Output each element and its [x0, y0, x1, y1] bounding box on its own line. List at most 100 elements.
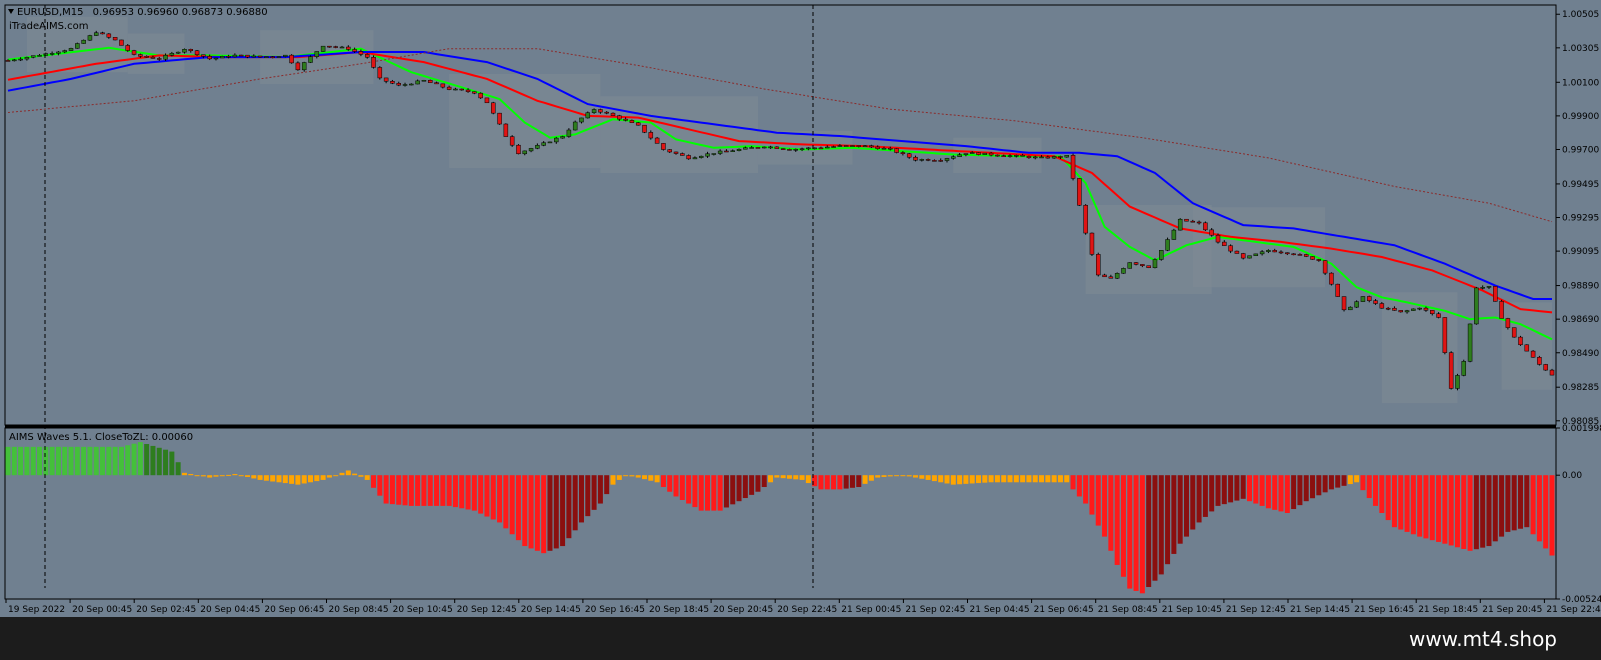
histogram-bar — [1209, 475, 1215, 512]
histogram-bar — [1335, 475, 1341, 488]
candle-body — [339, 46, 345, 49]
candle-body — [478, 92, 483, 99]
candle-body — [585, 112, 591, 119]
histogram-bar — [263, 475, 269, 481]
candle-body — [1083, 204, 1088, 234]
candle-body — [125, 45, 130, 51]
candle-body — [1392, 307, 1397, 311]
candle-body — [119, 39, 124, 46]
histogram-bar — [1536, 475, 1542, 542]
histogram-bar — [49, 446, 55, 476]
candle-body — [1335, 283, 1340, 297]
histogram-bar — [925, 475, 931, 480]
histogram-bar — [106, 446, 112, 476]
histogram-bar — [1284, 475, 1290, 513]
chart-canvas[interactable]: 1.00505 1.00305 1.00100 0.99900 0.99700 0.994… — [0, 0, 1601, 617]
histogram-bar — [1429, 475, 1435, 541]
histogram-bar — [1505, 475, 1511, 532]
candle-body — [686, 155, 691, 160]
time-tick-label: 20 Sep 06:45 — [264, 605, 324, 615]
histogram-bar — [465, 475, 471, 510]
histogram-bar — [30, 446, 36, 476]
candle-body — [371, 56, 376, 68]
candle-body — [1285, 252, 1290, 255]
triangle-menu-icon[interactable] — [8, 9, 14, 14]
candle-body — [226, 56, 231, 58]
time-tick-label: 20 Sep 02:45 — [136, 605, 196, 615]
histogram-bar — [1366, 475, 1372, 499]
histogram-bar — [541, 475, 547, 554]
candle-body — [213, 57, 219, 60]
indicator-tick-label: 0.00 — [1562, 471, 1582, 481]
histogram-bar — [377, 475, 383, 496]
histogram-bar — [887, 475, 893, 477]
session-box — [1192, 207, 1326, 288]
candle-body — [1007, 155, 1013, 157]
histogram-bar — [1259, 475, 1265, 506]
candle-body — [106, 33, 112, 38]
histogram-bar — [1524, 475, 1530, 528]
histogram-bar — [1095, 475, 1101, 526]
histogram-bar — [497, 475, 503, 523]
candle-body — [1058, 156, 1063, 158]
candle-body — [358, 51, 364, 55]
candle-body — [472, 91, 477, 94]
time-tick-label: 20 Sep 14:45 — [521, 605, 581, 615]
histogram-bar — [1001, 475, 1007, 483]
candle-body — [1032, 156, 1038, 159]
candle-body — [862, 145, 868, 147]
watermark-label: iTradeAIMS.com — [9, 21, 88, 32]
time-axis: 19 Sep 2022 20 Sep 00:45 20 Sep 02:45 20 Se… — [5, 599, 1601, 615]
histogram-bar — [698, 475, 704, 511]
histogram-bar — [849, 475, 855, 488]
histogram-bar — [226, 474, 232, 476]
candle-body — [1543, 364, 1548, 371]
candle-body — [327, 45, 332, 48]
histogram-bar — [62, 446, 68, 476]
histogram-bar — [623, 475, 629, 477]
candle-body — [951, 156, 956, 159]
histogram-bar — [1183, 475, 1189, 537]
histogram-bar — [805, 475, 811, 484]
candle-body — [724, 150, 729, 153]
candle-body — [352, 49, 357, 52]
histogram-bar — [560, 475, 566, 547]
histogram-bar — [459, 475, 465, 509]
candle-body — [768, 146, 773, 149]
histogram-bar — [1196, 475, 1202, 523]
histogram-bar — [730, 475, 736, 505]
histogram-bar — [125, 445, 131, 476]
price-panel-frame — [4, 4, 1557, 426]
histogram — [5, 442, 1555, 594]
candle-body — [1360, 296, 1366, 302]
candle-body — [1373, 300, 1378, 304]
histogram-bar — [289, 475, 295, 484]
histogram-bar — [824, 475, 830, 490]
histogram-bar — [1410, 475, 1416, 535]
candle-body — [1234, 250, 1240, 254]
candle-body — [1461, 361, 1467, 376]
candle-body — [610, 112, 616, 116]
histogram-bar — [1039, 475, 1045, 483]
candle-body — [138, 54, 143, 57]
footer-url[interactable]: www.mt4.shop — [1408, 627, 1557, 651]
histogram-bar — [1316, 475, 1322, 496]
histogram-bar — [244, 475, 250, 477]
candle-body — [1530, 350, 1536, 358]
candle-body — [333, 46, 338, 48]
histogram-bar — [515, 475, 521, 541]
histogram-bar — [1473, 475, 1479, 550]
histogram-bar — [471, 475, 477, 511]
candle-body — [894, 148, 899, 153]
histogram-bar — [1265, 475, 1271, 509]
histogram-bar — [856, 475, 862, 488]
histogram-bar — [1051, 475, 1057, 483]
histogram-bar — [200, 475, 206, 477]
histogram-bar — [257, 475, 263, 480]
histogram-bar — [100, 446, 106, 476]
histogram-bar — [93, 446, 99, 476]
candle-body — [1184, 218, 1189, 222]
candle-body — [24, 57, 30, 60]
candle-body — [112, 37, 118, 41]
